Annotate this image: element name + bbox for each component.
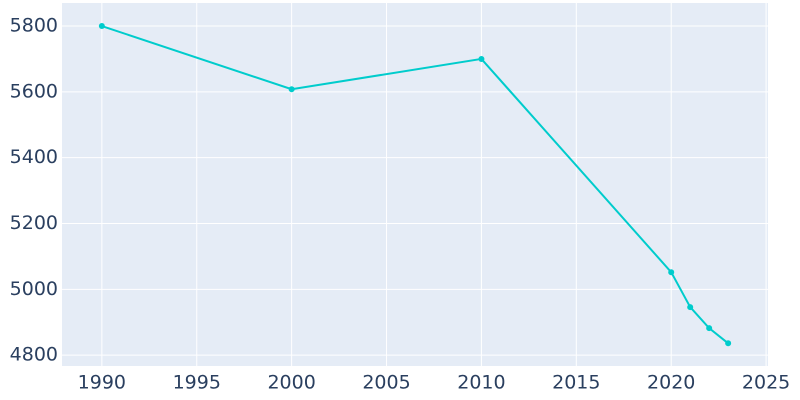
point (668, 269, 675, 276)
x-tick-label: 2010 (457, 372, 505, 394)
point (98, 23, 105, 30)
y-tick-label: 5400 (10, 146, 58, 168)
point (288, 86, 295, 93)
y-tick-label: 5200 (10, 212, 58, 234)
x-tick-label: 2000 (267, 372, 315, 394)
x-tick-label: 2025 (742, 372, 790, 394)
x-tick-label: 2020 (647, 372, 695, 394)
x-tick-label: 1995 (173, 372, 221, 394)
point (478, 55, 485, 62)
y-tick-label: 4800 (10, 344, 58, 366)
x-tick-label: 1990 (78, 372, 126, 394)
x-tick-label: 2015 (552, 372, 600, 394)
point (706, 325, 713, 332)
plot-area (62, 3, 768, 366)
x-tick-label: 2005 (362, 372, 410, 394)
point (687, 304, 694, 311)
y-tick-label: 5000 (10, 278, 58, 300)
y-tick-label: 5600 (10, 80, 58, 102)
y-tick-label: 5800 (10, 15, 58, 37)
point (725, 340, 732, 347)
